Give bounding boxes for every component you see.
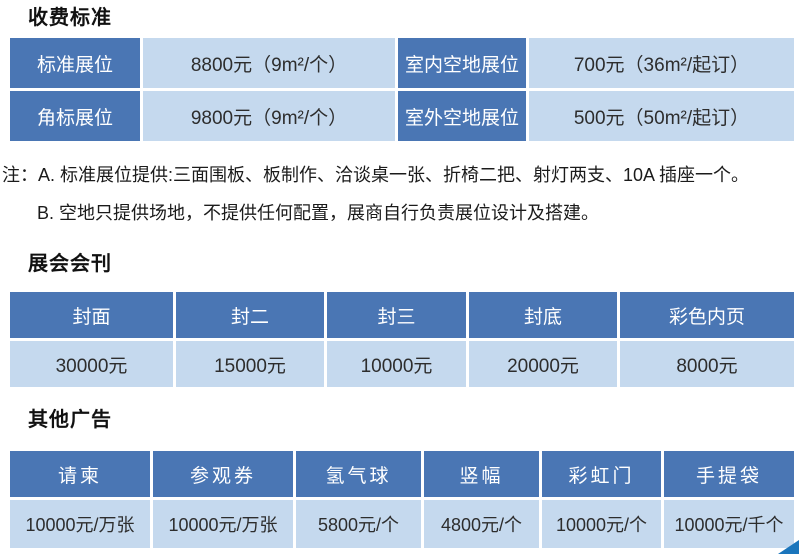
journal-value-cell: 30000元 <box>10 341 173 387</box>
journal-table: 封面 封二 封三 封底 彩色内页 30000元 15000元 10000元 20… <box>10 292 794 387</box>
section-title-journal: 展会会刊 <box>28 253 112 275</box>
notes: 注：A. 标准展位提供:三面围板、板制作、洽谈桌一张、折椅二把、射灯两支、10A… <box>2 162 792 226</box>
journal-value-cell: 10000元 <box>327 341 466 387</box>
ads-value-cell: 10000元/个 <box>542 500 661 548</box>
fees-row2-label2: 室外空地展位 <box>398 91 526 141</box>
journal-header-cell: 封面 <box>10 292 173 338</box>
section-title-ads: 其他广告 <box>28 409 112 431</box>
fees-row1-label1: 标准展位 <box>10 38 140 88</box>
ads-table: 请柬 参观券 氢气球 竖幅 彩虹门 手提袋 10000元/万张 10000元/万… <box>10 451 794 548</box>
ads-header-cell: 参观券 <box>153 451 293 497</box>
ads-header-cell: 请柬 <box>10 451 150 497</box>
fees-row1-label2: 室内空地展位 <box>398 38 526 88</box>
fees-row2-label1: 角标展位 <box>10 91 140 141</box>
ads-value-cell: 10000元/千个 <box>664 500 794 548</box>
note-line-a: 注：A. 标准展位提供:三面围板、板制作、洽谈桌一张、折椅二把、射灯两支、10A… <box>2 165 750 185</box>
journal-value-cell: 8000元 <box>620 341 794 387</box>
journal-header-cell: 封三 <box>327 292 466 338</box>
ads-value-cell: 10000元/万张 <box>153 500 293 548</box>
journal-header-cell: 彩色内页 <box>620 292 794 338</box>
journal-value-cell: 20000元 <box>469 341 617 387</box>
note-line-b: B. 空地只提供场地，不提供任何配置，展商自行负责展位设计及搭建。 <box>37 203 600 223</box>
fees-table: 标准展位 8800元（9m²/个） 室内空地展位 700元（36m²/起订） 角… <box>10 38 794 141</box>
corner-triangle-decoration <box>778 540 799 554</box>
journal-value-cell: 15000元 <box>176 341 324 387</box>
ads-value-cell: 4800元/个 <box>424 500 539 548</box>
ads-header-cell: 手提袋 <box>664 451 794 497</box>
ads-header-cell: 竖幅 <box>424 451 539 497</box>
fees-row2-value1: 9800元（9m²/个） <box>143 91 395 141</box>
fees-row1-value2: 700元（36m²/起订） <box>529 38 794 88</box>
ads-header-cell: 彩虹门 <box>542 451 661 497</box>
ads-value-cell: 10000元/万张 <box>10 500 150 548</box>
ads-value-cell: 5800元/个 <box>296 500 421 548</box>
fees-row2-value2: 500元（50m²/起订） <box>529 91 794 141</box>
fees-row1-value1: 8800元（9m²/个） <box>143 38 395 88</box>
journal-header-cell: 封底 <box>469 292 617 338</box>
journal-header-cell: 封二 <box>176 292 324 338</box>
ads-header-cell: 氢气球 <box>296 451 421 497</box>
section-title-fees: 收费标准 <box>28 7 112 29</box>
